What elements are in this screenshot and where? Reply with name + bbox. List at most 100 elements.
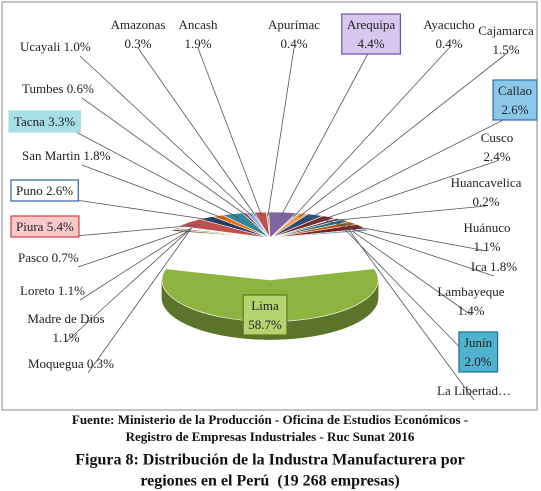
value-label: 1.5% [492,42,519,57]
category-label: San Martin [22,148,81,163]
category-label: Cajamarca [478,23,534,38]
leader-line [197,47,263,217]
data-label: Apurímac 0.4% [268,17,320,51]
leader-line [87,228,192,374]
category-label: Madre de Dios [27,311,104,326]
leader-line [81,97,249,217]
leader-line [79,55,253,217]
value-label: 1.8% [490,259,517,274]
value-label: 1.1% [52,330,79,345]
labels: Amazonas 0.3% Ancash 1.9% Apurímac 0.4% Arequi… [8,13,538,401]
category-label: Ayacucho [423,17,475,32]
category-label: Huánuco [464,220,511,235]
leader-line [73,130,239,218]
caption: Figura 8: Distribución de la Industra Ma… [75,452,464,469]
value-label: 0.6% [67,81,94,96]
label-box [341,13,402,55]
data-label: Arequipa 4.4% [347,17,396,51]
value-label: 1.8% [83,148,110,163]
category-label: Lambayeque [437,284,504,299]
leader-line [293,47,450,218]
category-label: Loreto [20,283,55,298]
data-label: Junín 2.0% [464,335,493,369]
data-label: Ica 1.8% [471,259,517,274]
leader-line [298,53,507,218]
label-box [242,294,288,336]
value-label: 2.0% [464,354,491,369]
leader-line [340,224,479,367]
leader-line [347,228,475,401]
source-line: Registro de Empresas Industriales - Ruc … [126,429,415,444]
value-label: 3.3% [48,114,75,129]
data-label: Puno 2.6% [16,183,73,198]
leader-line [81,164,226,220]
leader-line [77,227,193,268]
leader-line [137,47,257,217]
leader-line [352,230,472,316]
category-label: Tumbes [22,81,63,96]
label-box [458,331,499,373]
label-box [10,215,80,238]
category-label: Ucayali [20,39,61,54]
value-label: 0.4% [435,36,462,51]
value-label: 1.0% [64,39,91,54]
data-label: La Libertad… [437,383,511,398]
category-label: Piura [16,219,44,234]
data-label: Ancash 1.9% [179,17,218,51]
category-label: Ancash [179,17,218,32]
data-label: Cusco 2.4% [481,130,514,164]
source-line: Fuente: Ministerio de la Producción - Of… [72,412,468,427]
data-label: Huánuco 1.1% [464,220,511,254]
leader-line [334,222,495,277]
leader-line [320,160,498,221]
slice [245,212,271,239]
leader-line [79,231,188,301]
value-label: 1.1% [58,283,85,298]
leader-line [328,221,488,252]
category-label: Junín [464,335,493,350]
data-label: Moquegua 0.3% [28,356,114,371]
value-label: 1.4% [457,303,484,318]
label-box [492,79,538,121]
category-label: Cusco [481,130,514,145]
data-label: Loreto 1.1% [20,283,85,298]
data-label: San Martin 1.8% [22,148,111,163]
data-label: Huancavelica 0.2% [451,175,522,209]
value-label: 0.3% [87,356,114,371]
data-label: Tumbes 0.6% [22,81,94,96]
leader-line [75,199,216,222]
value-label: 1.9% [184,36,211,51]
pie [161,211,379,340]
label-box [10,179,79,202]
data-label: Tacna 3.3% [14,114,75,129]
data-label: Ucayali 1.0% [20,39,91,54]
category-label: La Libertad… [437,383,511,398]
category-label: Arequipa [347,17,396,32]
value-label: 5.4% [47,219,74,234]
category-label: Pasco [18,250,48,265]
data-label: Pasco 0.7% [18,250,79,265]
category-label: Amazonas [111,17,166,32]
leader-line [280,47,372,217]
value-label: 2.6% [501,102,528,117]
data-label: Lima 58.7% [248,298,282,332]
value-label: 0.4% [280,36,307,51]
label-box [8,110,81,133]
value-label: 0.7% [52,250,79,265]
value-label: 1.1% [473,239,500,254]
category-label: Apurímac [268,17,320,32]
category-label: Ica [471,259,487,274]
data-label: Amazonas 0.3% [111,17,166,51]
value-label: 0.2% [472,194,499,209]
leader-line [75,224,201,237]
data-label: Cajamarca 1.5% [478,23,534,57]
leader-line [308,113,516,219]
value-label: 2.6% [46,183,73,198]
caption: regiones en el Perú (19 268 empresas) [140,473,399,490]
data-label: Piura 5.4% [16,219,74,234]
category-label: Puno [16,183,43,198]
data-label: Lambayeque 1.4% [437,284,504,318]
category-label: Moquegua [28,356,84,371]
leader-line [326,205,487,222]
